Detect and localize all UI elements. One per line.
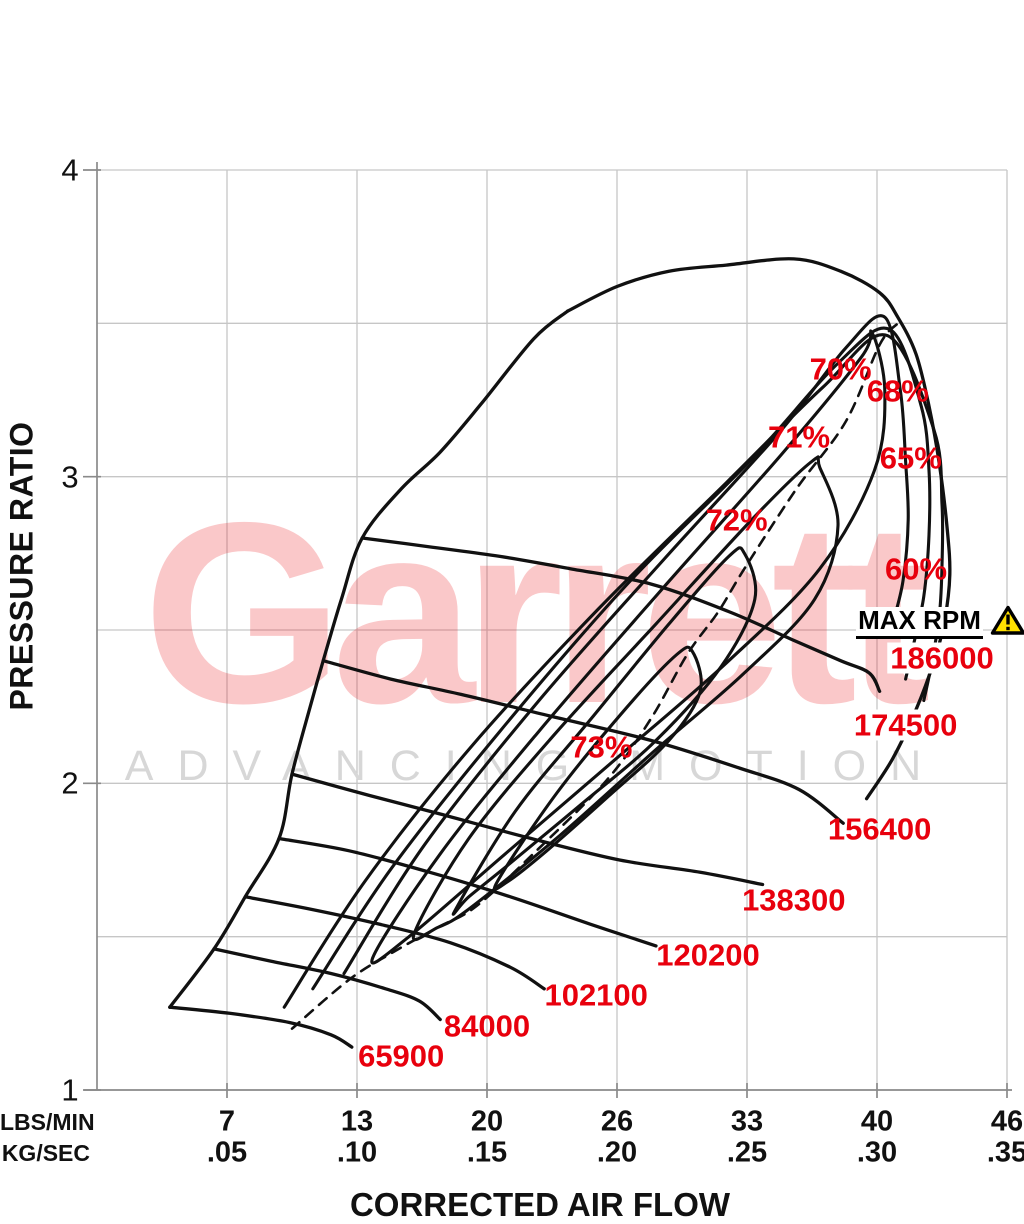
speed-line-65900	[168, 1005, 354, 1049]
speed-line-84000	[212, 947, 442, 1022]
speed-line-174500	[360, 536, 882, 693]
speed-line-138300	[290, 772, 765, 887]
watermark-tagline: ADVANCING MOTION	[125, 742, 945, 790]
efficiency-island-60	[282, 333, 945, 1009]
watermark-brand: Garrett	[143, 468, 930, 757]
speed-line-102100	[243, 895, 546, 991]
efficiency-island-65	[311, 326, 932, 991]
efficiency-island-73	[492, 645, 703, 891]
axes	[83, 161, 1012, 1098]
curves	[168, 257, 952, 1049]
speed-line-120200	[277, 836, 658, 948]
efficiency-island-71	[411, 455, 840, 942]
speed-line-156400	[321, 659, 845, 825]
surge-line	[168, 309, 570, 1009]
efficiency-island-72	[451, 546, 758, 916]
peak-efficiency-dashed-line	[290, 322, 900, 1030]
